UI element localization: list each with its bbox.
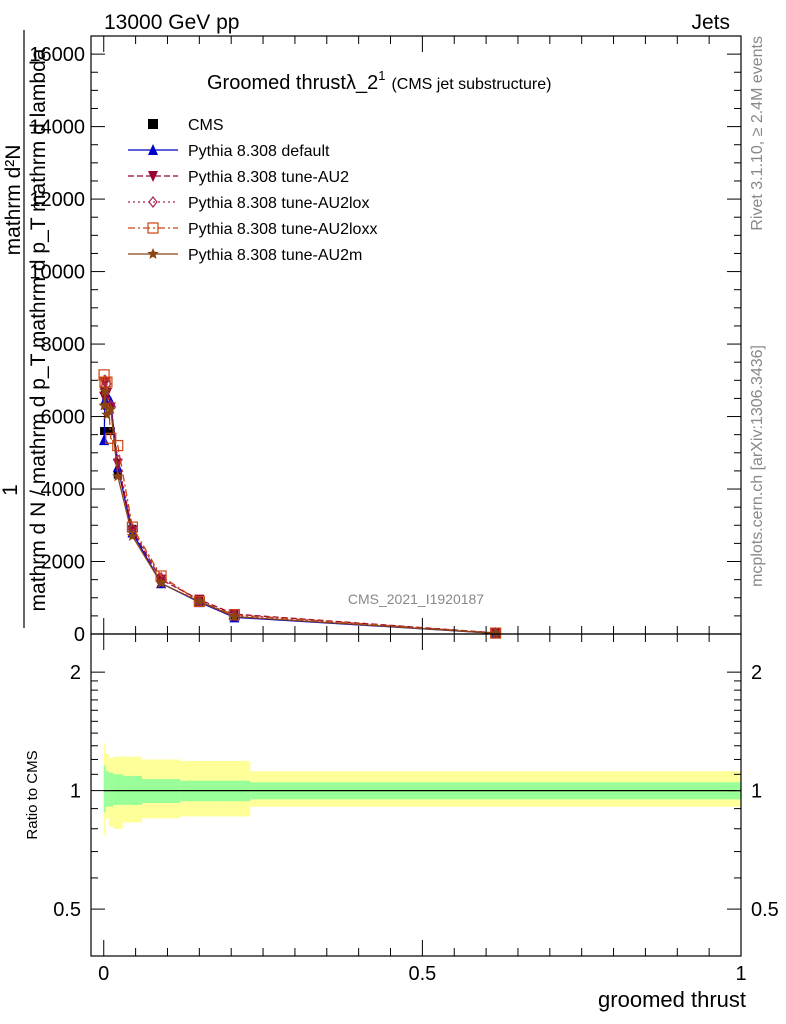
data-point	[98, 369, 110, 381]
main-x-ticks	[103, 36, 742, 634]
data-point	[112, 454, 123, 466]
x-tick-label: 0	[98, 963, 109, 985]
legend-label: CMS	[188, 117, 224, 134]
x-tick-label: 1	[735, 963, 746, 985]
ratio-tick-label: 1	[70, 781, 81, 803]
legend-entry: Pythia 8.308 tune-AU2m	[128, 247, 362, 264]
chart-subtitle: (CMS jet substructure)	[391, 76, 551, 93]
y-tick-label: 6000	[41, 407, 86, 429]
data-point	[148, 119, 158, 129]
mcplots-label: mcplots.cern.ch [arXiv:1306.3436]	[749, 345, 766, 587]
y-tick-label: 16000	[29, 44, 85, 66]
data-point	[105, 403, 117, 415]
ratio-tick-label-right: 2	[751, 662, 762, 684]
legend-label: Pythia 8.308 tune-AU2lox	[188, 195, 369, 212]
data-point	[147, 248, 159, 259]
main-panel: 0 2000 4000 6000 8000 10000 12000 14000 16000 Gr…	[0, 30, 742, 646]
data-point	[99, 385, 111, 396]
ratio-frame	[90, 633, 742, 957]
stat-uncertainty-band	[108, 772, 114, 807]
legend-entry: Pythia 8.308 tune-AU2lox	[128, 195, 369, 212]
ratio-tick-label: 0.5	[53, 899, 81, 921]
legend: CMS Pythia 8.308 default Pythia 8.308 tune…	[128, 117, 377, 264]
y-label-denominator: mathrm d N / mathrm d p_T mathrm d p_T m…	[27, 48, 50, 611]
ratio-tick-label: 2	[70, 662, 81, 684]
legend-label: Pythia 8.308 tune-AU2	[188, 169, 349, 186]
data-point	[99, 434, 110, 446]
ratio-x-axis: 0 0.5 1	[98, 634, 747, 985]
data-point	[193, 595, 205, 607]
data-point	[148, 171, 158, 182]
data-point	[105, 432, 117, 444]
ratio-panel: 0.5 0.51 12 2 0 0.5 1 Ratio to CMS groomed th…	[24, 633, 779, 1012]
analysis-watermark: CMS_2021_I1920187	[348, 591, 484, 607]
legend-label: Pythia 8.308 tune-AU2loxx	[188, 221, 377, 238]
y-tick-label: 2000	[41, 552, 86, 574]
series-5	[98, 385, 502, 639]
main-y-axis: 0 2000 4000 6000 8000 10000 12000 14000 16000	[29, 35, 741, 646]
data-point	[98, 399, 110, 411]
y-tick-label: 4000	[41, 479, 86, 501]
legend-entry: CMS	[148, 117, 224, 134]
rivet-label: Rivet 3.1.10, ≥ 2.4M events	[749, 36, 766, 231]
ratio-y-axis: 0.5 0.5 1 1 2 2	[53, 662, 779, 921]
data-point	[148, 144, 158, 155]
x-axis-label: groomed thrust	[598, 987, 746, 1012]
y-tick-label: 0	[74, 624, 85, 646]
ratio-bands	[103, 743, 741, 836]
y-label-upper: 1	[0, 484, 22, 496]
header-right: Jets	[691, 11, 730, 34]
data-point	[155, 577, 167, 589]
y-tick-label: 10000	[29, 262, 85, 284]
y-label-numerator: mathrm d²N	[2, 145, 25, 256]
legend-entry: Pythia 8.308 tune-AU2loxx	[128, 221, 377, 238]
y-tick-label: 12000	[29, 189, 85, 211]
ratio-tick-label-right: 0.5	[751, 899, 779, 921]
header-left: 13000 GeV pp	[104, 11, 239, 34]
data-point	[106, 427, 115, 436]
series-line	[103, 374, 496, 634]
legend-entry: Pythia 8.308 tune-AU2	[128, 169, 349, 186]
ratio-y-label: Ratio to CMS	[24, 750, 41, 839]
stat-uncertainty-band	[113, 774, 123, 805]
data-point	[228, 610, 241, 622]
legend-label: Pythia 8.308 default	[188, 143, 330, 160]
data-point	[490, 627, 502, 639]
data-point	[148, 196, 158, 208]
series-line	[103, 391, 496, 634]
data-point	[101, 408, 113, 420]
legend-label: Pythia 8.308 tune-AU2m	[188, 247, 362, 264]
chart-title: Groomed thrustλ_21 (CMS jet substructure)	[207, 68, 551, 94]
stat-uncertainty-band	[105, 771, 109, 807]
legend-entry: Pythia 8.308 default	[128, 143, 330, 160]
data-point	[126, 530, 139, 541]
data-point	[101, 376, 113, 388]
data-point	[112, 439, 124, 452]
chart-title-main: Groomed thrustλ_2	[207, 72, 378, 94]
x-tick-label: 0.5	[408, 963, 436, 985]
y-tick-label: 14000	[29, 117, 85, 139]
data-point	[147, 222, 159, 234]
ratio-tick-label-right: 1	[751, 781, 762, 803]
stat-uncertainty-band	[103, 765, 106, 813]
y-tick-label: 8000	[41, 334, 86, 356]
data-point	[112, 470, 124, 482]
chart-title-sup: 1	[378, 68, 385, 83]
